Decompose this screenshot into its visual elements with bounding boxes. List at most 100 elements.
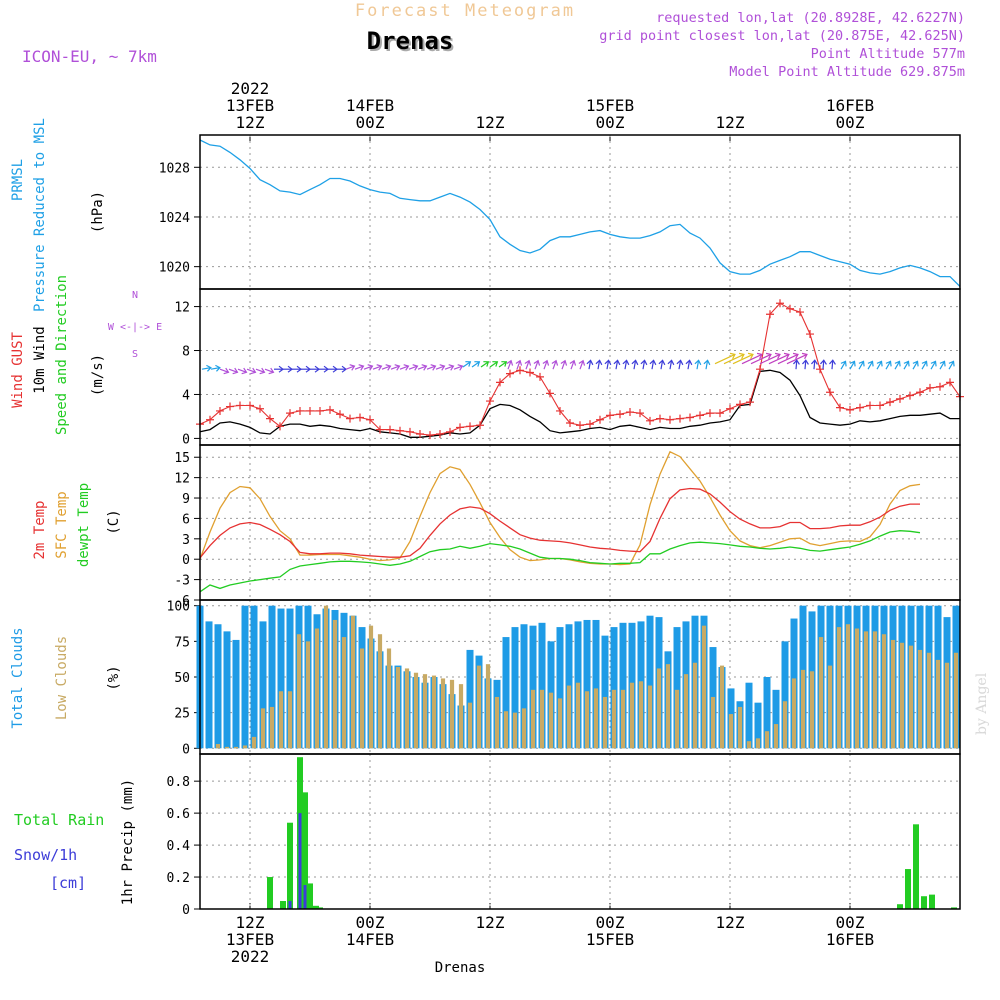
compass-we: W <-|-> E: [108, 322, 162, 333]
wind-arrow-head: [948, 360, 955, 367]
y-tick-label: 0: [182, 903, 190, 918]
bar-low-clouds: [539, 689, 545, 749]
wind-arrow: [560, 359, 568, 370]
wind-arrow-shaft: [372, 365, 382, 370]
wind-arrow-shaft: [867, 361, 874, 370]
wind-arrow: [354, 364, 365, 371]
wind-arrow: [723, 352, 745, 365]
wind-arrow-shaft: [903, 361, 910, 370]
time-label-top: 00Z: [596, 113, 625, 132]
wind-arrow-head: [703, 359, 711, 366]
gust-marker: [376, 425, 384, 434]
wind-arrow-shaft: [813, 360, 816, 370]
panel-pressure: 1020 1024 1028: [159, 135, 961, 289]
wind-arrow: [426, 364, 437, 371]
gust-marker: [296, 406, 304, 415]
bar-low-clouds: [854, 628, 860, 749]
wind-arrow-shaft: [453, 365, 463, 370]
wind-arrow-head: [792, 352, 799, 360]
wind-arrow-head: [250, 367, 257, 375]
bar-low-clouds: [692, 662, 698, 749]
bar-low-clouds: [629, 682, 635, 749]
wind-arrow-shaft: [705, 360, 709, 370]
gust-marker: [706, 409, 714, 418]
gust-marker: [806, 330, 814, 339]
y-tick-label: 0.6: [167, 807, 190, 822]
wind-arrow-shaft: [597, 360, 601, 370]
wind-arrow: [676, 359, 684, 370]
wind-arrow-head: [801, 352, 808, 360]
gust-marker: [816, 365, 824, 374]
bar-low-clouds: [647, 685, 653, 749]
wind-arrow-head: [533, 359, 541, 366]
bar-low-clouds: [458, 684, 464, 749]
bar-low-clouds: [467, 702, 473, 749]
wind-arrow-head: [747, 352, 754, 360]
wind-arrow-shaft: [588, 360, 592, 370]
wind-arrow-head: [631, 359, 639, 366]
wind-arrow-head: [268, 367, 275, 375]
bar-low-clouds: [296, 634, 302, 749]
wind-arrow-shaft: [255, 368, 265, 373]
bar-total-clouds: [745, 682, 753, 749]
point-altitude: Point Altitude 577m: [811, 46, 965, 62]
requested-coords: requested lon,lat (20.8928E, 42.6227N): [656, 10, 965, 26]
wind-arrow-head: [232, 367, 239, 375]
wind-arrow: [363, 364, 374, 371]
wind-arrow: [667, 359, 675, 370]
bar-low-clouds: [809, 671, 815, 749]
wind-arrow-shaft: [849, 361, 856, 370]
bar-low-clouds: [593, 688, 599, 749]
wind-arrow-shaft: [570, 360, 575, 370]
gust-marker: [576, 421, 584, 430]
wind-arrow-shaft: [714, 353, 736, 365]
bar-low-clouds: [332, 619, 338, 749]
label-2m-temp: 2m Temp: [32, 500, 48, 559]
gust-marker: [776, 299, 784, 308]
wind-arrow-shaft: [516, 360, 521, 370]
label-dewpt: dewpt Temp: [76, 483, 92, 567]
wind-arrow: [820, 359, 827, 370]
wind-arrow-shaft: [696, 360, 700, 370]
wind-arrow-head: [412, 364, 419, 371]
bar-low-clouds: [431, 675, 437, 749]
time-label-bottom: 14FEB: [346, 930, 394, 949]
bar-total-clouds: [286, 608, 294, 749]
wind-arrow-head: [876, 360, 883, 367]
wind-arrow-head: [729, 352, 736, 360]
bar-total-clouds: [646, 615, 654, 749]
wind-arrow: [631, 359, 639, 370]
bar-low-clouds: [314, 628, 320, 749]
bar-total-clouds: [223, 631, 231, 749]
wind-arrow-head: [465, 361, 472, 367]
label-low-clouds: Low Clouds: [54, 636, 70, 720]
wind-arrow-shaft: [606, 360, 610, 370]
label-hpa: (hPa): [90, 191, 106, 233]
wind-arrow-head: [569, 359, 577, 366]
wind-arrow-head: [421, 364, 428, 371]
bar-low-clouds: [548, 692, 554, 749]
wind-arrow: [489, 361, 499, 368]
wind-arrow: [453, 364, 464, 371]
time-label-top: 00Z: [836, 113, 865, 132]
bar-rain: [929, 894, 935, 909]
bar-low-clouds: [953, 652, 959, 749]
wind-arrow-shaft: [246, 368, 256, 373]
bar-total-clouds: [763, 677, 771, 749]
wind-arrow-head: [358, 364, 365, 371]
wind-arrow-head: [506, 359, 514, 366]
gust-marker: [396, 426, 404, 435]
time-label-top: 14FEB: [346, 96, 394, 115]
bar-low-clouds: [764, 731, 770, 749]
bar-low-clouds: [260, 708, 266, 749]
bar-total-clouds: [610, 627, 618, 749]
gust-marker: [946, 378, 954, 387]
location-title-main: Drenas: [367, 27, 454, 55]
gust-marker: [686, 413, 694, 422]
wind-arrow-head: [259, 367, 266, 375]
wind-arrow: [237, 367, 248, 375]
bar-total-clouds: [502, 637, 510, 749]
wind-arrow-shaft: [768, 353, 790, 365]
wind-arrow-head: [903, 360, 910, 367]
